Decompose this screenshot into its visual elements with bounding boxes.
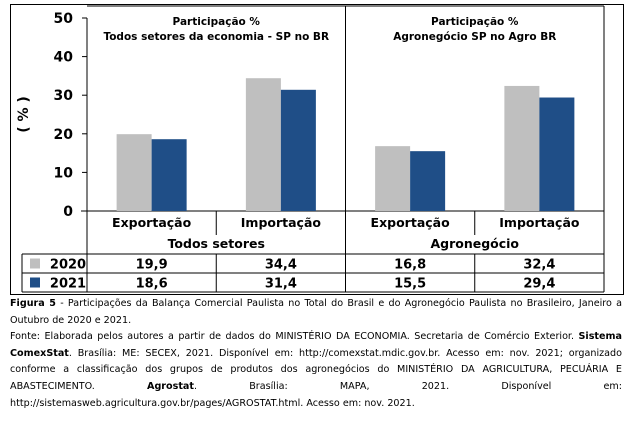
category-label: Importação [241, 215, 322, 230]
panel-title-line1: Participação % [173, 16, 261, 28]
figure-text: - Participações da Balança Comercial Pau… [10, 298, 622, 326]
legend-swatch-2021 [30, 277, 40, 288]
bar-2020-3 [504, 85, 540, 211]
source-agrostat: Agrostat [147, 380, 194, 392]
bar-2021-1 [280, 89, 316, 211]
bar-2021-2 [410, 151, 446, 211]
bar-2021-0 [151, 139, 187, 211]
category-label: Exportação [371, 215, 451, 230]
data-label: 29,4 [523, 277, 555, 292]
y-tick-label: 50 [54, 11, 74, 27]
data-label: 31,4 [265, 277, 297, 292]
y-tick-label: 40 [54, 50, 74, 66]
bar-chart: 0 10 20 30 40 50 ( % ) Participação % Todos seto… [10, 4, 624, 295]
category-label: Importação [499, 215, 580, 230]
legend-swatch-2020 [30, 258, 40, 269]
legend-label-2021: 2021 [50, 277, 86, 292]
bar-2020-1 [245, 78, 281, 211]
source-text-e: . Brasília: MAPA, 2021. Disponível em: h… [10, 380, 622, 409]
legend-label-2020: 2020 [50, 258, 86, 273]
panel-title-line1: Participação % [431, 16, 519, 28]
y-tick-label: 10 [54, 165, 74, 181]
data-label: 19,9 [136, 258, 168, 273]
group-label: Agronegócio [430, 236, 519, 251]
chart-container: 0 10 20 30 40 50 ( % ) Participação % Todos seto… [10, 4, 624, 295]
category-label: Exportação [112, 215, 192, 230]
panel-title-line2: Agronegócio SP no Agro BR [393, 31, 556, 43]
group-label: Todos setores [168, 236, 265, 251]
chart-outer-frame [10, 4, 624, 295]
y-tick-label: 0 [63, 204, 73, 220]
bar-2021-3 [539, 97, 575, 211]
source-text-a: Fonte: Elaborada pelos autores a partir … [10, 331, 579, 343]
source-system-comexstat: Sistema ComexStat [10, 331, 622, 359]
panel-title-line2: Todos setores da economia - SP no BR [103, 31, 329, 43]
data-label: 18,6 [136, 277, 168, 292]
source-note: Fonte: Elaborada pelos autores a partir … [10, 329, 622, 412]
bar-2020-2 [375, 146, 411, 211]
bar-2020-0 [116, 134, 152, 211]
figure-label: Figura 5 [10, 298, 56, 309]
data-label: 15,5 [394, 277, 426, 292]
data-label: 34,4 [265, 258, 297, 273]
figure-caption: Figura 5 - Participações da Balança Come… [10, 296, 622, 412]
y-tick-label: 30 [54, 88, 74, 104]
source-text-c: . Brasília: ME: SECEX, 2021. Disponível … [10, 347, 622, 392]
data-label: 16,8 [394, 258, 426, 273]
data-label: 32,4 [523, 258, 555, 273]
y-axis-label: ( % ) [16, 96, 32, 133]
y-tick-label: 20 [54, 127, 74, 143]
figure-title: Figura 5 - Participações da Balança Come… [10, 296, 622, 329]
